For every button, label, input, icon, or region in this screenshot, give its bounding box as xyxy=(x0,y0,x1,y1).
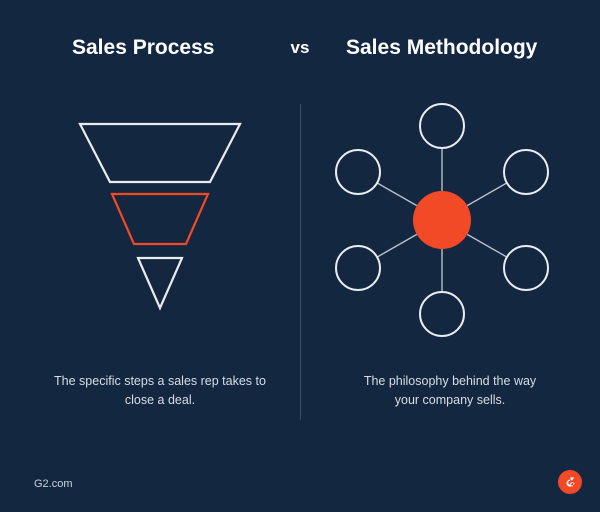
funnel-svg xyxy=(70,118,250,328)
funnel-stage-bottom xyxy=(138,258,182,308)
infographic-canvas: Sales Process vs Sales Methodology The s… xyxy=(0,0,600,512)
left-title: Sales Process xyxy=(72,36,214,60)
left-caption: The specific steps a sales rep takes to … xyxy=(48,372,272,410)
caption-line: close a deal. xyxy=(125,393,195,407)
hub-node xyxy=(336,246,380,290)
vertical-divider xyxy=(300,104,301,420)
funnel-stage-top xyxy=(80,124,240,182)
hub-center xyxy=(413,191,471,249)
hub-spoke xyxy=(377,234,417,257)
hub-node xyxy=(336,150,380,194)
funnel-stage-middle xyxy=(112,194,208,244)
vs-label: vs xyxy=(288,38,312,58)
hub-spoke xyxy=(467,234,507,257)
hub-spoke xyxy=(377,183,417,206)
right-title: Sales Methodology xyxy=(346,36,537,60)
hub-node xyxy=(504,150,548,194)
caption-line: The philosophy behind the way xyxy=(364,374,536,388)
caption-line: your company sells. xyxy=(395,393,505,407)
hub-svg xyxy=(322,98,562,338)
hub-spoke xyxy=(467,183,507,206)
caption-line: The specific steps a sales rep takes to xyxy=(54,374,266,388)
hub-node xyxy=(504,246,548,290)
hub-node xyxy=(420,292,464,336)
right-caption: The philosophy behind the way your compa… xyxy=(342,372,558,410)
hub-node xyxy=(420,104,464,148)
brand-label: G2.com xyxy=(34,478,73,490)
g2-logo-icon xyxy=(558,470,582,494)
